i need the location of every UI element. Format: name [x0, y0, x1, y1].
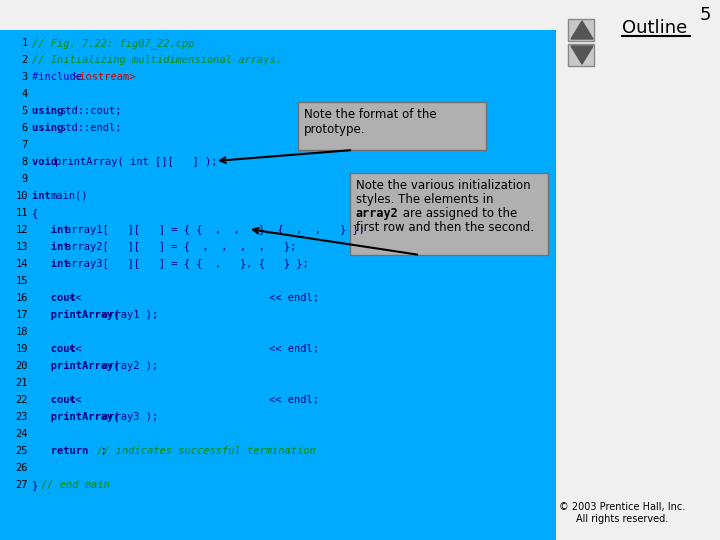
Text: printArray(: printArray(: [32, 361, 126, 371]
Text: printArray(: printArray(: [32, 412, 126, 422]
Text: cout: cout: [32, 293, 82, 303]
Text: 12: 12: [16, 225, 28, 235]
Text: 26: 26: [16, 463, 28, 473]
Text: 15: 15: [16, 276, 28, 286]
Text: cout: cout: [32, 344, 82, 354]
Text: using: using: [32, 106, 70, 116]
Text: int: int: [32, 191, 57, 201]
Text: // Initializing multidimensional arrays.: // Initializing multidimensional arrays.: [32, 55, 282, 65]
Text: Note the format of the
prototype.: Note the format of the prototype.: [304, 108, 436, 136]
Text: main(): main(): [50, 191, 88, 201]
Text: array2[   ][   ] = {  ,  ,  ,  ,   };: array2[ ][ ] = { , , , , };: [65, 242, 296, 252]
Text: int: int: [32, 242, 76, 252]
Bar: [0, 0, 556, 30]
Bar: [568, 19, 594, 41]
Text: array3 );: array3 );: [102, 412, 158, 422]
Text: std::cout;: std::cout;: [60, 106, 122, 116]
Text: 11: 11: [16, 208, 28, 218]
Text: 5: 5: [22, 106, 28, 116]
Text: 2: 2: [22, 55, 28, 65]
Text: <<                              << endl;: << << endl;: [69, 395, 319, 405]
Text: 23: 23: [16, 412, 28, 422]
Text: array1 );: array1 );: [102, 310, 158, 320]
Text: array1[   ][   ] = { {  ,  ,   }, {  ,  ,   } };: array1[ ][ ] = { { , , }, { , , } };: [65, 225, 364, 235]
Bar: [568, 44, 594, 66]
Text: return  ;: return ;: [32, 446, 120, 456]
Text: array2: array2: [356, 207, 399, 220]
Text: int: int: [32, 225, 76, 235]
FancyBboxPatch shape: [350, 173, 548, 255]
Text: 5: 5: [699, 6, 711, 24]
Polygon shape: [571, 46, 593, 64]
Text: 4: 4: [22, 89, 28, 99]
Text: 18: 18: [16, 327, 28, 337]
Text: 19: 19: [16, 344, 28, 354]
Text: 22: 22: [16, 395, 28, 405]
Text: 25: 25: [16, 446, 28, 456]
Text: 1: 1: [22, 38, 28, 48]
Text: void: void: [32, 157, 63, 167]
Text: styles. The elements in: styles. The elements in: [356, 193, 493, 206]
Bar: [556, 0, 720, 540]
Text: first row and then the second.: first row and then the second.: [356, 221, 534, 234]
Text: array2 );: array2 );: [102, 361, 158, 371]
Text: 3: 3: [22, 72, 28, 82]
Text: 8: 8: [22, 157, 28, 167]
Text: cout: cout: [32, 395, 82, 405]
Text: 20: 20: [16, 361, 28, 371]
Text: 6: 6: [22, 123, 28, 133]
Text: int: int: [32, 259, 76, 269]
Text: © 2003 Prentice Hall, Inc.
All rights reserved.: © 2003 Prentice Hall, Inc. All rights re…: [559, 502, 685, 524]
Text: 17: 17: [16, 310, 28, 320]
Polygon shape: [571, 21, 593, 39]
Text: printArray(: printArray(: [32, 310, 126, 320]
Text: Outline: Outline: [622, 19, 688, 37]
Text: 10: 10: [16, 191, 28, 201]
Text: 27: 27: [16, 480, 28, 490]
Text: // end main: // end main: [41, 480, 110, 490]
Text: <iostream>: <iostream>: [74, 72, 136, 82]
Text: <<                              << endl;: << << endl;: [69, 344, 319, 354]
Text: <<                              << endl;: << << endl;: [69, 293, 319, 303]
Bar: [0, 30, 556, 540]
Text: // Fig. 7.22: fig07_22.cpp: // Fig. 7.22: fig07_22.cpp: [32, 38, 194, 49]
Text: {: {: [32, 208, 38, 218]
Text: Note the various initialization: Note the various initialization: [356, 179, 531, 192]
Text: 14: 14: [16, 259, 28, 269]
Text: }: }: [32, 480, 45, 490]
Text: 24: 24: [16, 429, 28, 439]
Text: 7: 7: [22, 140, 28, 150]
Text: // indicates successful termination: // indicates successful termination: [97, 446, 316, 456]
Text: are assigned to the: are assigned to the: [399, 207, 517, 220]
Text: 13: 13: [16, 242, 28, 252]
Text: std::endl;: std::endl;: [60, 123, 122, 133]
Text: 21: 21: [16, 378, 28, 388]
Text: using: using: [32, 123, 70, 133]
Text: printArray( int [][   ] );: printArray( int [][ ] );: [55, 157, 217, 167]
FancyBboxPatch shape: [298, 102, 486, 150]
Text: #include: #include: [32, 72, 89, 82]
Text: array3[   ][   ] = { {  ,   }, {   } };: array3[ ][ ] = { { , }, { } };: [65, 259, 308, 269]
Text: 16: 16: [16, 293, 28, 303]
Text: 9: 9: [22, 174, 28, 184]
